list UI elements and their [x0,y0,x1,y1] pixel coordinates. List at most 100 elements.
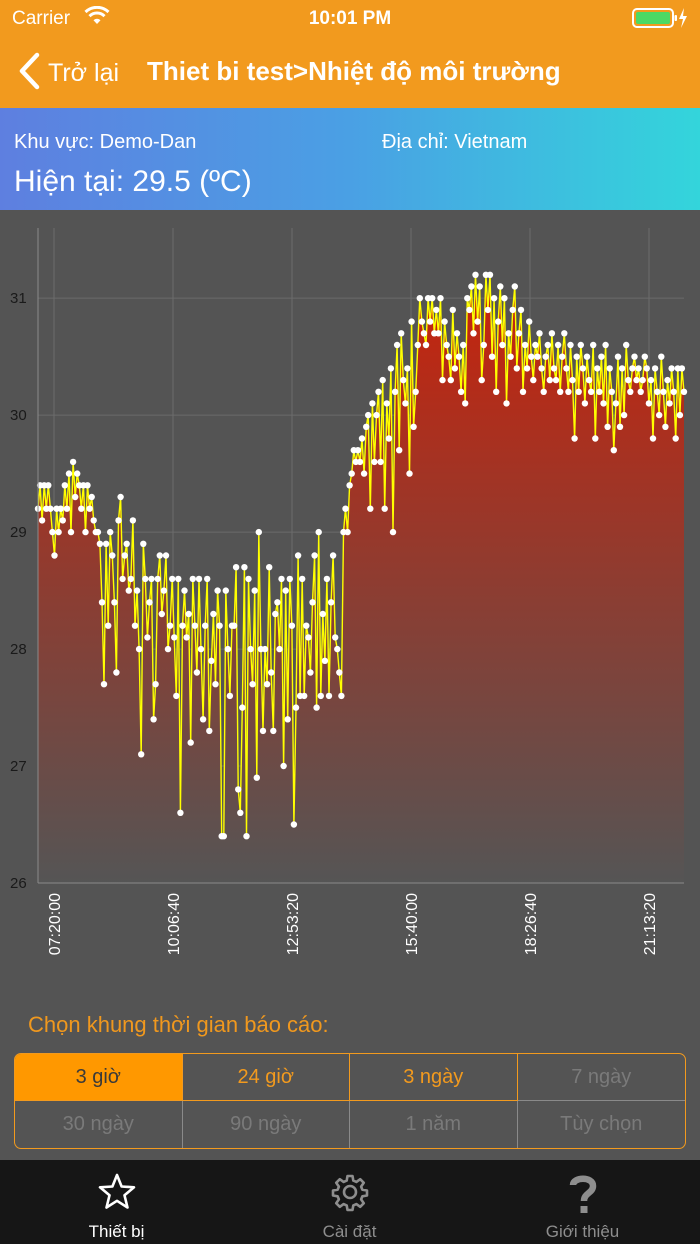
tab-settings[interactable]: Cài đặt [233,1160,466,1244]
data-point [311,552,318,559]
data-point [305,634,312,641]
data-point [100,681,108,688]
back-button[interactable]: Trở lại [18,52,119,95]
data-point [585,376,593,384]
data-point [173,692,180,700]
data-point [470,330,477,337]
data-point [90,517,97,524]
data-point [51,552,58,559]
data-point [614,353,622,360]
data-point [166,622,174,629]
data-point [38,517,46,524]
data-point [559,353,566,360]
data-point [530,376,537,384]
data-point [573,353,580,360]
data-point [253,774,260,781]
data-point [631,353,638,360]
data-point [156,552,163,559]
data-point [493,388,500,395]
data-point [303,622,310,629]
range-1-year-button[interactable]: 1 năm [350,1101,518,1148]
data-point [625,376,632,384]
data-point [185,610,192,618]
range-custom-button[interactable]: Tùy chọn [560,1113,643,1135]
data-point [129,517,137,524]
data-point [162,552,170,559]
data-point [72,493,79,501]
data-point [616,423,624,430]
data-point [649,435,657,442]
data-point [544,341,551,349]
data-point [276,645,283,653]
data-point [164,645,172,653]
y-tick-label: 28 [10,641,27,658]
data-point [270,727,277,735]
clock: 10:01 PM [308,8,392,29]
data-point [513,365,520,372]
data-point [212,681,219,688]
tab-devices[interactable]: Thiết bị [0,1160,233,1244]
x-tick-label: 15:40:00 [404,893,421,955]
data-point [408,318,415,325]
data-point [662,423,669,430]
data-point [406,470,413,477]
data-point [307,669,314,676]
data-point [466,306,473,314]
data-point [422,341,430,349]
data-point [278,575,285,583]
data-point [84,482,91,489]
data-point [404,365,411,372]
data-point [490,295,498,302]
data-point [140,540,147,547]
data-point [480,341,487,349]
data-point [565,388,572,395]
range-30-days-button[interactable]: 30 ngày [15,1101,183,1148]
data-point [202,622,209,629]
data-point [57,505,64,512]
x-tick-label: 12:53:20 [285,893,302,955]
data-point [94,528,102,536]
range-90-days-button[interactable]: 90 ngày [183,1101,350,1148]
data-point [286,575,293,583]
range-3-hours-button[interactable]: 3 giờ [15,1054,183,1101]
data-point [183,634,190,641]
current-value: Hiện tại: 29.5 (ºC) [14,165,252,198]
data-point [282,587,289,594]
data-point [135,645,143,653]
data-point [261,645,269,653]
data-point [548,330,556,337]
x-tick-label: 21:13:20 [642,893,659,955]
carrier-label: Carrier [12,8,71,29]
data-point [150,716,157,723]
tab-about[interactable]: Giới thiệu [466,1160,699,1244]
data-point [98,599,106,606]
data-point [323,575,331,583]
data-point [571,435,578,442]
data-point [160,587,168,594]
gear-icon [233,1172,466,1212]
data-point [416,295,423,302]
data-point [540,388,547,395]
data-point [121,552,128,559]
data-point [620,411,628,419]
data-point [268,669,275,676]
data-point [391,388,399,395]
data-point [45,482,52,489]
data-point [532,341,539,349]
data-point [86,505,93,512]
data-point [199,716,207,723]
data-point [396,447,403,454]
range-7-days-button[interactable]: 7 ngày [517,1054,685,1101]
data-point [169,575,176,583]
range-24-hours-button[interactable]: 24 giờ [182,1054,350,1101]
data-point [243,833,250,840]
range-3-days-button[interactable]: 3 ngày [350,1054,518,1101]
data-point [610,447,617,454]
data-point [583,353,591,360]
data-point [670,388,677,395]
data-point [602,341,609,349]
data-point [235,786,242,793]
data-point [338,692,345,700]
series-area [38,274,684,883]
data-point [433,306,440,314]
